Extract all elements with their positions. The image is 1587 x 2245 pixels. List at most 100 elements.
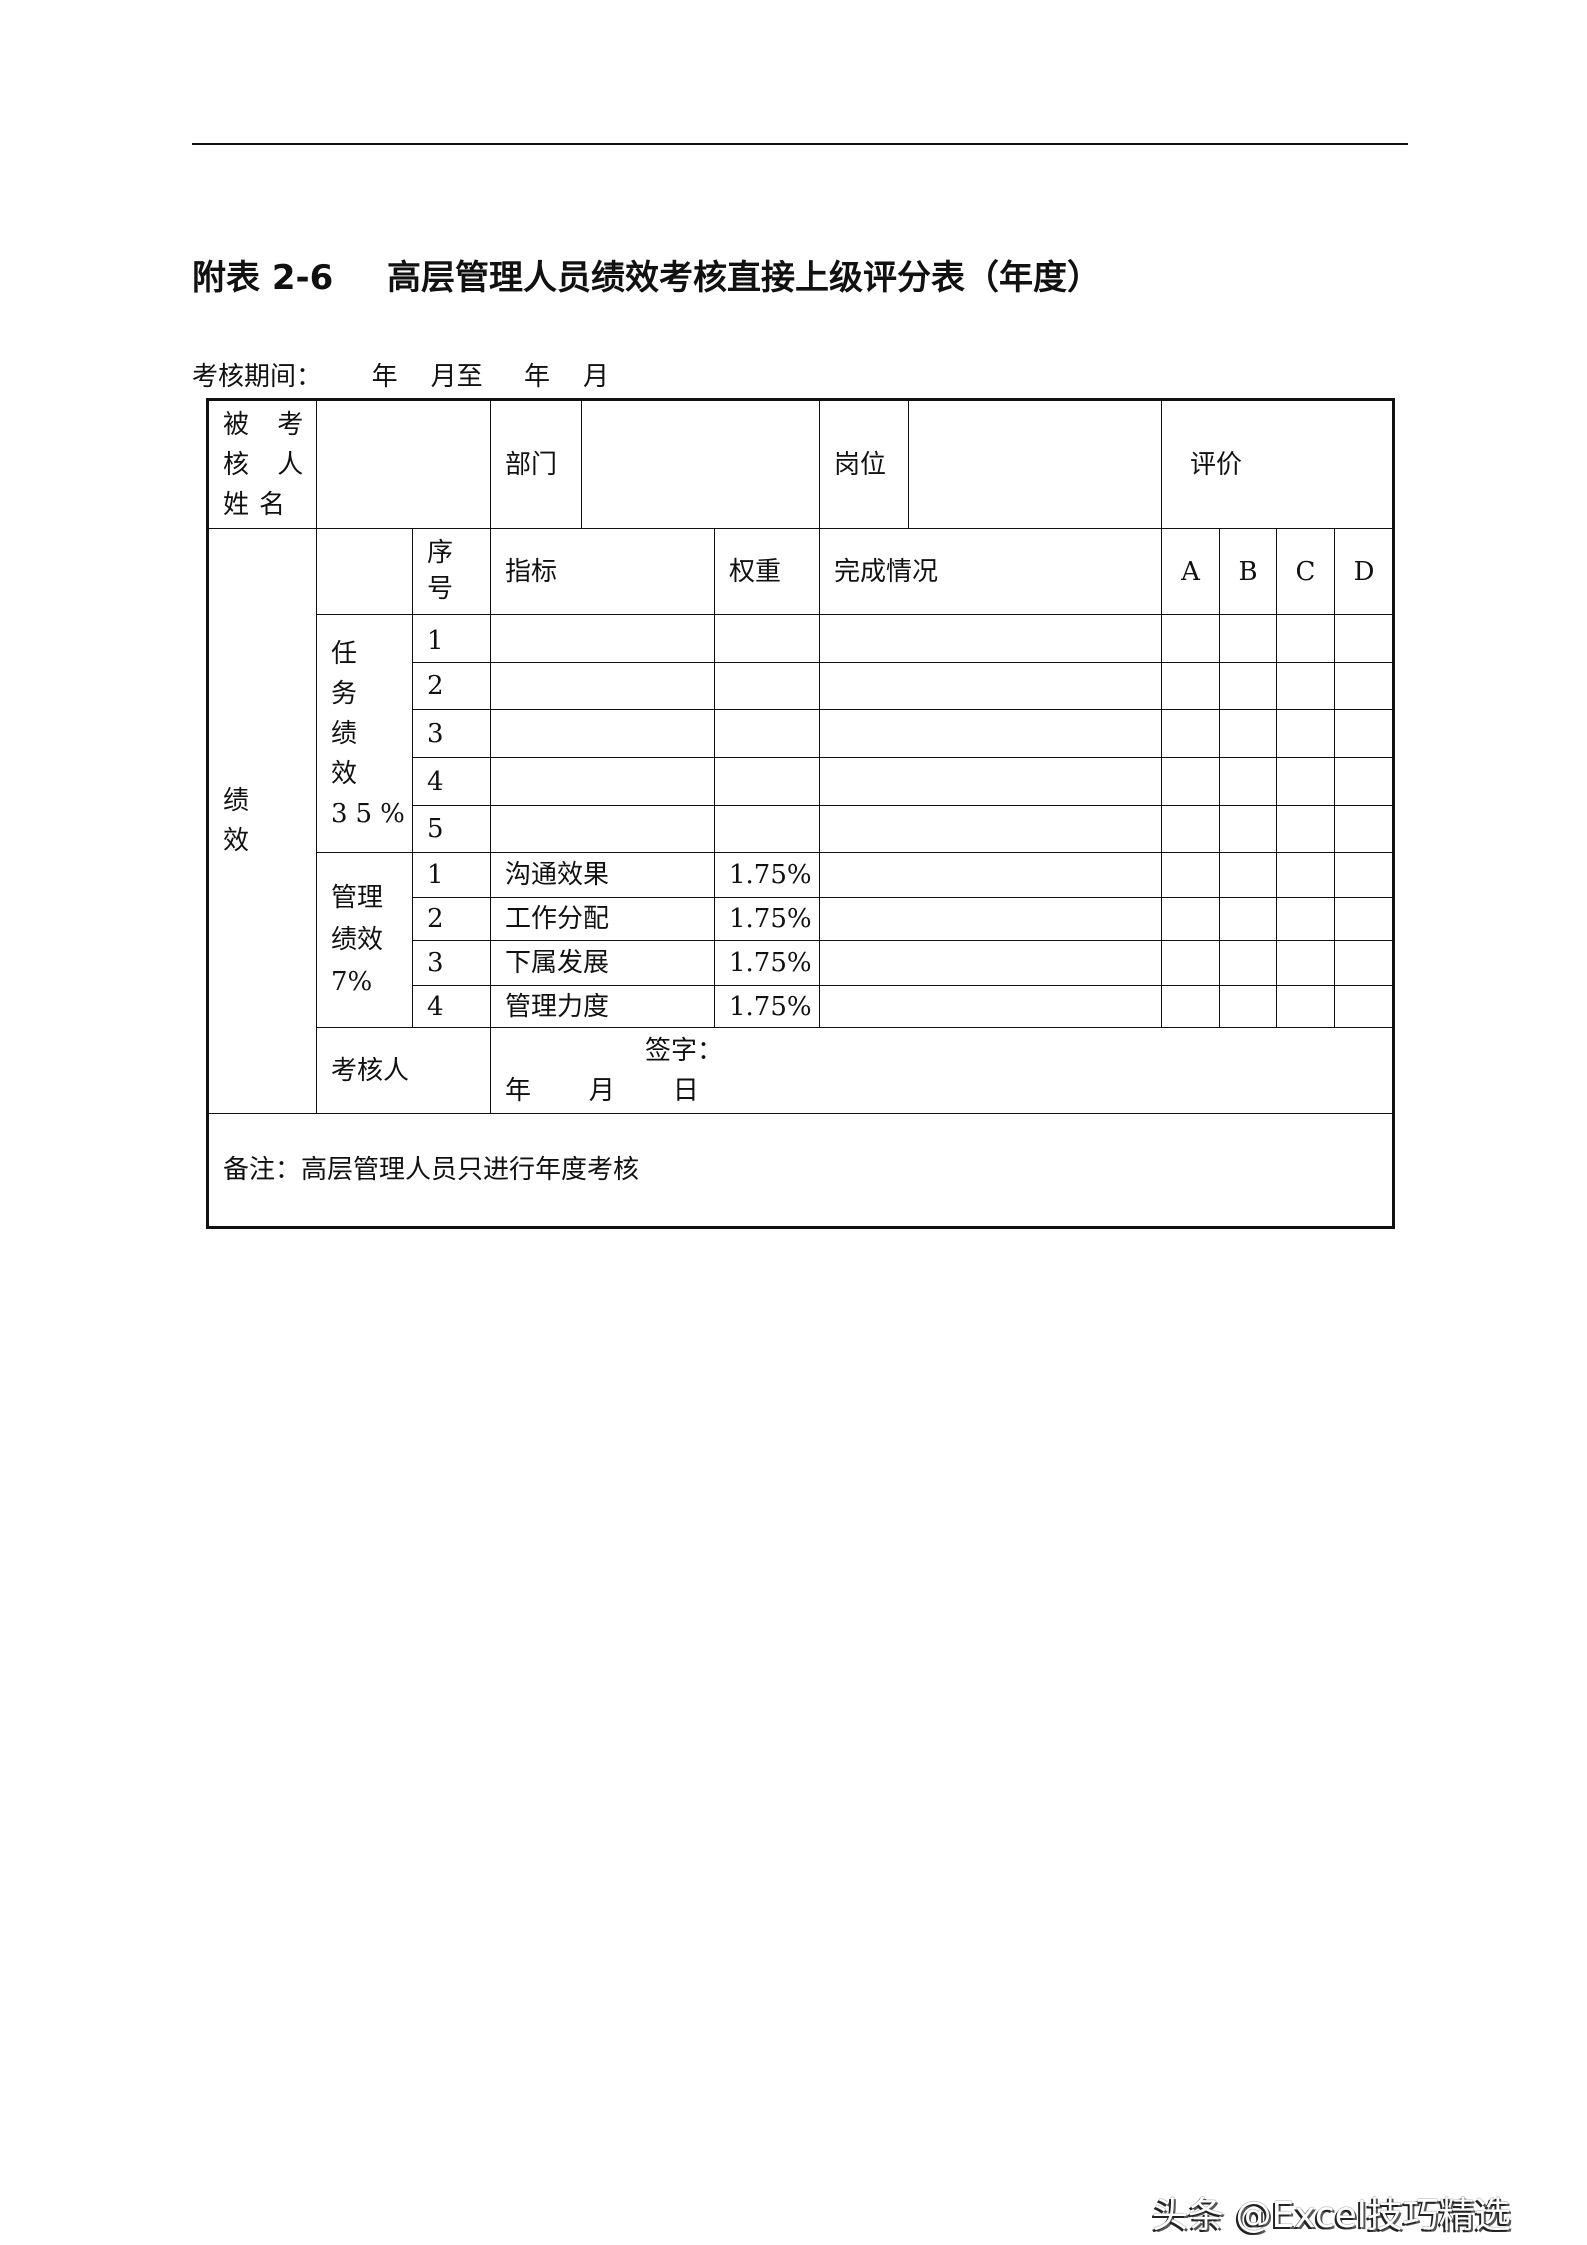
weight-cell[interactable]: [714, 805, 820, 853]
grade-cell-d[interactable]: [1333, 897, 1395, 941]
grade-cell-b[interactable]: [1219, 897, 1277, 941]
grade-cell-b[interactable]: [1219, 709, 1277, 758]
dept-label: 部门: [490, 399, 582, 529]
grade-cell-b[interactable]: [1219, 852, 1277, 898]
weight-cell[interactable]: [714, 662, 820, 710]
title-text: 高层管理人员绩效考核直接上级评分表（年度）: [387, 258, 1101, 298]
grade-cell-c[interactable]: [1276, 614, 1335, 663]
grade-cell-a[interactable]: [1161, 805, 1220, 853]
grade-cell-c[interactable]: [1276, 709, 1335, 758]
grade-cell-a[interactable]: [1161, 852, 1220, 898]
seq-cell: 3: [412, 709, 491, 758]
grade-cell-c[interactable]: [1276, 805, 1335, 853]
grade-cell-c[interactable]: [1276, 897, 1335, 941]
grade-cell-d[interactable]: [1333, 805, 1395, 853]
completion-cell[interactable]: [819, 940, 1162, 986]
grade-header-d: D: [1333, 528, 1395, 615]
mgmt-group-label: 管理绩效7%: [316, 852, 413, 1028]
weight-header: 权重: [714, 528, 820, 615]
review-period: 考核期间： 年 月至 年 月: [192, 362, 610, 392]
grade-cell-b[interactable]: [1219, 805, 1277, 853]
remark-note: 备注：高层管理人员只进行年度考核: [206, 1113, 1395, 1228]
indicator-cell: 管理力度: [490, 985, 715, 1028]
watermark-logo: 头条 @Excel技巧精选: [1152, 2195, 1511, 2236]
evaluation-form-table: 被 考 核 人 姓名 部门 岗位 评价 绩效 序号 指标 权重 完成情况 A B…: [206, 398, 1396, 1229]
table-row: 5: [208, 805, 1395, 853]
completion-cell[interactable]: [819, 805, 1162, 853]
grade-cell-c[interactable]: [1276, 985, 1335, 1028]
grade-cell-b[interactable]: [1219, 614, 1277, 663]
weight-cell: 1.75%: [714, 897, 820, 941]
grade-cell-d[interactable]: [1333, 985, 1395, 1028]
grade-cell-c[interactable]: [1276, 852, 1335, 898]
table-row: 2 工作分配 1.75%: [208, 897, 1395, 941]
grade-cell-a[interactable]: [1161, 709, 1220, 758]
header-rule: [192, 143, 1408, 145]
grade-cell-a[interactable]: [1161, 757, 1220, 806]
grade-cell-c[interactable]: [1276, 662, 1335, 710]
grade-cell-c[interactable]: [1276, 940, 1335, 986]
date-label: 年 月 日: [505, 1075, 699, 1106]
rating-label: 评价: [1160, 399, 1395, 529]
seq-cell: 3: [412, 940, 491, 986]
grade-cell-c[interactable]: [1276, 757, 1335, 806]
grade-header-b: B: [1219, 528, 1277, 615]
grade-cell-d[interactable]: [1333, 757, 1395, 806]
completion-cell[interactable]: [819, 897, 1162, 941]
grade-cell-d[interactable]: [1333, 614, 1395, 663]
signature-field[interactable]: 签字： 年 月 日: [489, 1027, 1395, 1114]
grade-cell-a[interactable]: [1161, 940, 1220, 986]
weight-cell[interactable]: [714, 757, 820, 806]
grade-cell-b[interactable]: [1219, 985, 1277, 1028]
dept-field[interactable]: [581, 399, 820, 529]
seq-cell: 2: [412, 662, 491, 710]
group-header-blank: [316, 528, 413, 615]
table-row: 3 下属发展 1.75%: [208, 940, 1395, 986]
grade-cell-a[interactable]: [1161, 614, 1220, 663]
indicator-cell: 沟通效果: [490, 852, 715, 898]
indicator-cell[interactable]: [490, 614, 715, 663]
table-row: 4: [208, 757, 1395, 806]
seq-cell: 1: [412, 852, 491, 898]
grade-cell-b[interactable]: [1219, 940, 1277, 986]
section-label-performance: 绩效: [207, 528, 317, 1114]
completion-cell[interactable]: [819, 985, 1162, 1028]
grade-header-c: C: [1276, 528, 1335, 615]
completion-cell[interactable]: [819, 709, 1162, 758]
table-row: 4 管理力度 1.75%: [208, 985, 1395, 1028]
indicator-cell: 工作分配: [490, 897, 715, 941]
grade-cell-a[interactable]: [1161, 897, 1220, 941]
weight-cell: 1.75%: [714, 940, 820, 986]
reviewer-label: 考核人: [316, 1027, 491, 1114]
weight-cell[interactable]: [714, 709, 820, 758]
table-row: 任 务 绩 效 35% 1: [208, 614, 1395, 853]
completion-cell[interactable]: [819, 614, 1162, 663]
indicator-header: 指标: [490, 528, 715, 615]
table-row: 管理绩效7% 1 沟通效果 1.75%: [208, 852, 1395, 1028]
page-title: 附表 2-6 高层管理人员绩效考核直接上级评分表（年度）: [192, 250, 1101, 299]
grade-cell-d[interactable]: [1333, 709, 1395, 758]
grade-cell-b[interactable]: [1219, 757, 1277, 806]
indicator-cell[interactable]: [490, 662, 715, 710]
grade-cell-d[interactable]: [1333, 662, 1395, 710]
indicator-cell[interactable]: [490, 709, 715, 758]
indicator-cell[interactable]: [490, 757, 715, 806]
grade-cell-a[interactable]: [1161, 662, 1220, 710]
seq-cell: 4: [412, 985, 491, 1028]
weight-cell: 1.75%: [714, 852, 820, 898]
grade-cell-b[interactable]: [1219, 662, 1277, 710]
grade-cell-a[interactable]: [1161, 985, 1220, 1028]
completion-cell[interactable]: [819, 662, 1162, 710]
grade-header-a: A: [1161, 528, 1220, 615]
position-field[interactable]: [908, 399, 1162, 529]
seq-cell: 4: [412, 757, 491, 806]
completion-cell[interactable]: [819, 757, 1162, 806]
weight-cell[interactable]: [714, 614, 820, 663]
completion-cell[interactable]: [819, 852, 1162, 898]
grade-cell-d[interactable]: [1333, 940, 1395, 986]
name-field[interactable]: [316, 399, 491, 529]
signature-label: 签字：: [645, 1035, 724, 1066]
indicator-cell[interactable]: [490, 805, 715, 853]
grade-cell-d[interactable]: [1333, 852, 1395, 898]
task-group-label: 任 务 绩 效 35%: [316, 614, 413, 853]
